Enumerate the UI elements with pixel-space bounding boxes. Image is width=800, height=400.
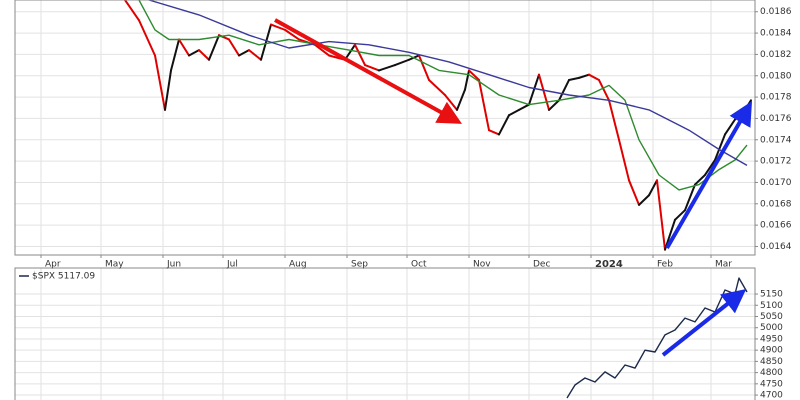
line-segment	[238, 49, 250, 57]
line-segment	[188, 49, 200, 57]
line-segment	[608, 99, 620, 141]
x-tick-label: Jun	[166, 260, 181, 270]
y-tick-label: 4950	[760, 334, 783, 344]
x-tick-label: Dec	[533, 260, 550, 270]
x-tick-label: Feb	[657, 260, 673, 270]
line-segment	[528, 73, 540, 106]
legend-label: $SPX 5117.09	[32, 272, 95, 282]
x-tick-label: Sep	[351, 260, 368, 270]
line-segment	[270, 23, 286, 31]
y-tick-label: 4850	[760, 357, 783, 367]
line-segment	[704, 159, 716, 176]
line-segment	[638, 194, 650, 206]
line-segment	[628, 179, 640, 206]
line-segment	[578, 73, 590, 79]
y-tick-label: 0.0174	[760, 135, 792, 145]
line-segment	[418, 54, 430, 82]
y-tick-label: 5000	[760, 323, 783, 333]
line-segment	[208, 34, 220, 61]
y-tick-label: 0.0164	[760, 242, 792, 252]
x-tick-label: 2024	[595, 259, 623, 270]
y-tick-label: 0.0182	[760, 50, 792, 60]
line-segment	[656, 179, 666, 251]
line-segment	[538, 73, 550, 111]
trend-arrow	[661, 289, 747, 357]
line-segment	[428, 79, 446, 96]
y-tick-label: 0.0166	[760, 221, 792, 231]
trend-arrow	[665, 101, 753, 250]
y-tick-label: 4900	[760, 346, 783, 356]
line-segment	[648, 179, 658, 197]
line-segment	[674, 209, 686, 221]
x-tick-label: Nov	[473, 260, 491, 270]
line-segment	[518, 103, 530, 111]
line-segment	[138, 19, 156, 57]
x-tick-label: Mar	[715, 260, 732, 270]
line-segment	[464, 69, 470, 91]
line	[138, 0, 748, 191]
y-tick-label: 0.0180	[760, 71, 792, 81]
line-segment	[558, 79, 570, 102]
line-segment	[164, 69, 172, 111]
y-tick-label: 0.0176	[760, 114, 792, 124]
line-segment	[198, 49, 210, 61]
x-tick-label: Jul	[226, 260, 238, 270]
x-tick-label: May	[105, 260, 124, 270]
line-segment	[498, 114, 510, 136]
y-tick-label: 0.0170	[760, 178, 792, 188]
y-tick-label: 4700	[760, 391, 783, 400]
line-segment	[714, 133, 726, 162]
y-tick-label: 4750	[760, 379, 783, 389]
line-segment	[248, 49, 262, 61]
line-segment	[468, 69, 480, 82]
line-segment	[284, 28, 300, 41]
y-tick-label: 5150	[760, 290, 783, 300]
series	[148, 0, 748, 167]
line-segment	[694, 173, 706, 186]
line-segment	[178, 38, 190, 57]
line-segment	[314, 43, 330, 57]
panel-frame	[14, 267, 756, 400]
line-segment	[364, 64, 380, 72]
line-segment	[478, 79, 490, 132]
y-tick-label: 5050	[760, 312, 783, 322]
line-segment	[568, 76, 580, 82]
line-segment	[354, 43, 366, 67]
y-tick-label: 5100	[760, 301, 783, 311]
y-tick-label: 0.0172	[760, 157, 792, 167]
series	[138, 0, 748, 191]
x-tick-label: Aug	[289, 260, 307, 270]
line-segment	[488, 129, 500, 136]
line-segment	[260, 23, 272, 61]
y-tick-label: 0.0168	[760, 199, 792, 209]
line-segment	[618, 138, 630, 182]
line-segment	[228, 38, 240, 57]
line-segment	[344, 43, 356, 61]
x-tick-label: Apr	[45, 260, 61, 270]
line-segment	[124, 0, 140, 22]
line-segment	[588, 73, 600, 82]
line-segment	[394, 58, 410, 67]
y-tick-label: 0.0186	[760, 7, 792, 17]
trend-arrow	[274, 18, 462, 124]
line	[148, 0, 748, 167]
line-segment	[598, 79, 610, 102]
panel-frame	[14, 0, 756, 256]
line-segment	[508, 108, 520, 117]
line-segment	[170, 38, 180, 72]
x-tick-label: Oct	[411, 260, 427, 270]
y-tick-label: 0.0178	[760, 93, 792, 103]
y-tick-label: 0.0184	[760, 29, 792, 39]
line-segment	[154, 54, 166, 111]
y-tick-label: 4800	[760, 368, 783, 378]
line-segment	[378, 64, 396, 72]
line-segment	[684, 183, 696, 212]
line-segment	[548, 99, 560, 111]
